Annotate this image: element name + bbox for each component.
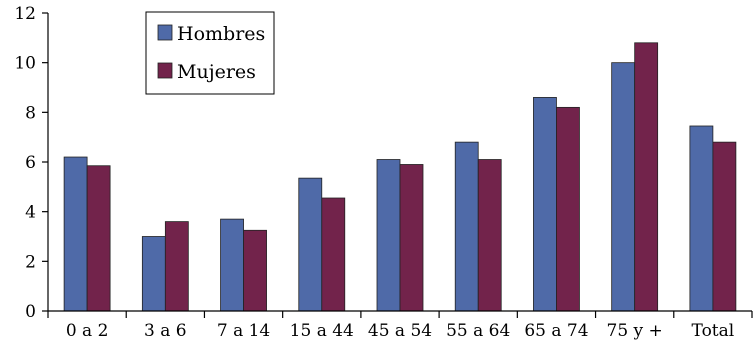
bar-mujeres-7 <box>634 42 659 312</box>
x-tick-label: 45 a 54 <box>368 321 432 341</box>
bar-hombres-0 <box>63 156 88 312</box>
x-tick-label: 3 a 6 <box>144 321 187 341</box>
bar-hombres-4 <box>376 159 401 312</box>
bar-hombres-1 <box>141 236 166 312</box>
bar-hombres-5 <box>454 141 479 312</box>
bar-hombres-8 <box>689 125 714 312</box>
y-tick-label: 10 <box>14 54 36 74</box>
bar-hombres-3 <box>298 177 323 312</box>
x-tick-label: 0 a 2 <box>66 321 109 341</box>
bar-mujeres-3 <box>321 197 346 312</box>
x-tick-label: 7 a 14 <box>217 321 270 341</box>
legend-swatch-hombres <box>157 24 173 41</box>
y-tick-label: 8 <box>25 103 36 123</box>
bar-mujeres-5 <box>477 159 502 312</box>
x-tick-label: 75 y + <box>607 321 663 341</box>
y-tick-label: 4 <box>25 203 36 223</box>
legend-label-mujeres: Mujeres <box>177 61 256 83</box>
bar-mujeres-8 <box>712 141 737 312</box>
x-tick-label: 15 a 44 <box>290 321 354 341</box>
y-tick-label: 12 <box>14 4 36 24</box>
bars-group <box>63 42 737 312</box>
bar-hombres-2 <box>220 218 244 312</box>
bar-mujeres-1 <box>164 221 189 312</box>
bar-mujeres-4 <box>399 164 424 312</box>
y-tick-label: 2 <box>25 252 36 272</box>
y-tick-label: 6 <box>25 153 36 173</box>
legend-swatch-mujeres <box>157 62 173 79</box>
bar-mujeres-0 <box>86 165 111 312</box>
x-tick-label: Total <box>692 321 735 341</box>
legend-label-hombres: Hombres <box>177 23 265 45</box>
bar-hombres-7 <box>611 62 636 312</box>
axes-group: 0 2 4 6 8 10 12 0 a 2 3 a 6 7 a 14 15 a 44 45 a 54 5… <box>14 4 753 341</box>
x-tick-label: 65 a 74 <box>524 321 588 341</box>
y-tick-label: 0 <box>25 302 36 322</box>
bar-mujeres-2 <box>243 229 267 312</box>
bar-mujeres-6 <box>556 106 580 312</box>
legend: Hombres Mujeres <box>145 11 275 95</box>
x-tick-label: 55 a 64 <box>446 321 510 341</box>
bar-hombres-6 <box>533 97 557 312</box>
